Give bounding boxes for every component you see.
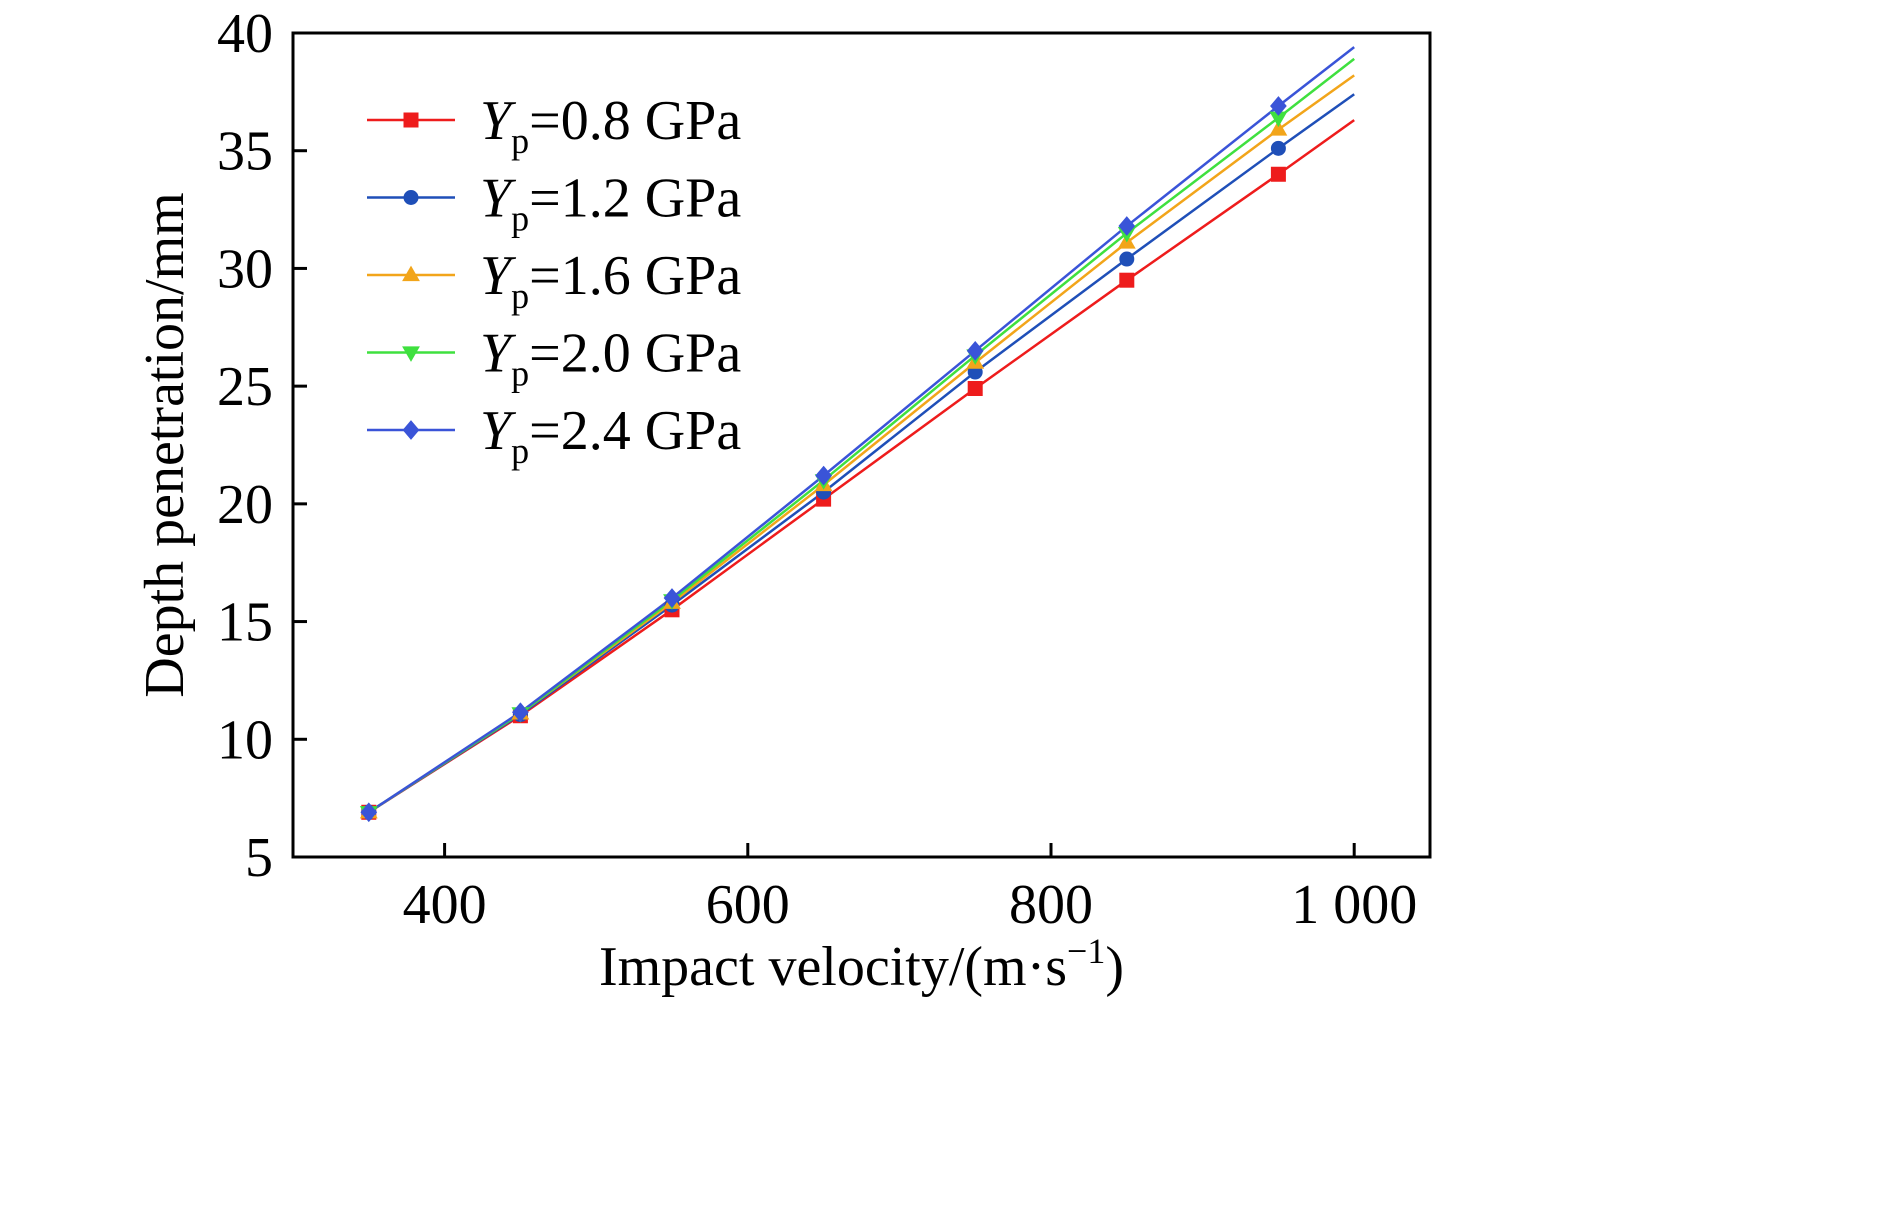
legend-item-1: Yp=0.8 GPa — [367, 90, 741, 161]
data-point-series-5 — [815, 465, 832, 486]
legend-variable: Y — [480, 400, 517, 462]
legend-label: Yp=1.6 GPa — [480, 245, 741, 316]
legend-swatch-marker — [402, 346, 420, 362]
y-tick-label: 40 — [217, 3, 273, 65]
data-point-series-5 — [1118, 216, 1136, 236]
legend-subscript: p — [511, 121, 529, 161]
legend-swatch-marker — [402, 420, 420, 440]
legend-label: Yp=2.0 GPa — [480, 323, 741, 394]
x-axis-ticks: 400 600 800 1 000 — [403, 843, 1417, 936]
legend-variable: Y — [480, 90, 517, 152]
legend-variable: Y — [480, 323, 517, 385]
y-tick-label: 30 — [217, 238, 273, 300]
legend-label: Yp=1.2 GPa — [480, 168, 741, 239]
series-line-5 — [368, 46, 1355, 814]
y-tick-label: 5 — [245, 827, 273, 889]
data-point-series-2 — [1270, 140, 1286, 156]
data-point-series-1 — [1119, 272, 1135, 288]
x-axis-title-close: ) — [1105, 936, 1124, 998]
legend-value: =1.6 GPa — [529, 245, 741, 307]
legend-swatch-marker — [403, 112, 419, 128]
legend-label: Yp=0.8 GPa — [480, 90, 741, 161]
legend-variable: Y — [480, 168, 517, 230]
data-point-series-1 — [967, 380, 983, 396]
legend-swatch-marker — [403, 190, 419, 205]
y-tick-label: 25 — [217, 356, 273, 418]
y-tick-label: 20 — [217, 474, 273, 536]
data-point-series-5 — [966, 340, 984, 361]
series-line-1 — [368, 119, 1355, 814]
x-axis-title-text: Impact velocity/(m·s — [599, 936, 1067, 998]
x-tick-label: 800 — [1009, 874, 1093, 936]
y-tick-label: 35 — [217, 121, 273, 183]
y-axis-ticks: 5 10 15 20 25 30 35 40 — [217, 3, 307, 889]
legend-item-4: Yp=2.0 GPa — [367, 323, 741, 394]
legend-value: =2.0 GPa — [529, 323, 741, 385]
legend-subscript: p — [511, 199, 529, 239]
legend-item-2: Yp=1.2 GPa — [367, 168, 741, 239]
legend-subscript: p — [511, 276, 529, 316]
plot-area-frame — [291, 31, 1432, 859]
x-tick-label: 400 — [403, 874, 487, 936]
y-axis-title: Depth penetration/mm — [134, 192, 196, 697]
y-tick-label: 15 — [217, 592, 273, 654]
x-tick-label: 600 — [706, 874, 790, 936]
series-lines — [368, 46, 1355, 814]
series-markers — [359, 96, 1288, 823]
data-point-series-5 — [512, 702, 529, 723]
data-point-series-2 — [1119, 251, 1135, 267]
legend-value: =2.4 GPa — [529, 400, 741, 462]
legend-value: =1.2 GPa — [529, 168, 741, 230]
x-axis-title: Impact velocity/(m·s−1) — [599, 931, 1124, 998]
data-point-series-1 — [1270, 166, 1286, 182]
data-point-series-5 — [360, 802, 378, 823]
y-tick-label: 10 — [217, 709, 273, 771]
legend-subscript: p — [511, 354, 529, 394]
legend-swatch-marker — [402, 265, 420, 282]
legend-subscript: p — [511, 431, 529, 471]
data-point-series-3 — [1269, 120, 1288, 136]
data-point-series-5 — [663, 588, 681, 608]
legend-label: Yp=2.4 GPa — [480, 400, 741, 471]
legend-value: =0.8 GPa — [529, 90, 741, 152]
legend-item-3: Yp=1.6 GPa — [367, 245, 741, 316]
x-axis-title-superscript: −1 — [1067, 931, 1105, 971]
data-point-series-5 — [1270, 96, 1287, 116]
legend-item-5: Yp=2.4 GPa — [367, 400, 741, 471]
x-tick-label: 1 000 — [1291, 874, 1417, 936]
legend-variable: Y — [480, 245, 517, 307]
